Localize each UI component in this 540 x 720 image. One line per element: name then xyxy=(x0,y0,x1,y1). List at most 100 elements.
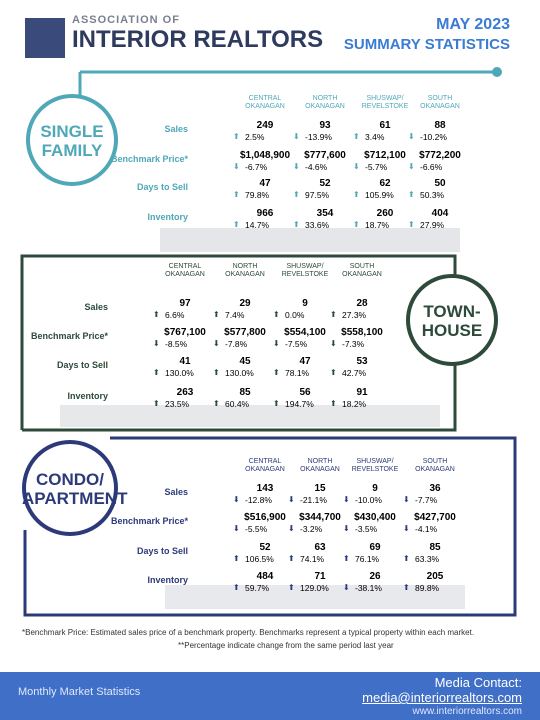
skyline xyxy=(60,405,440,427)
value: 63 xyxy=(314,542,326,553)
value: 15 xyxy=(314,483,326,494)
arrow: ⬇ xyxy=(233,162,240,171)
arrow: ⬇ xyxy=(330,339,337,348)
region-label: SHUSWAP/ xyxy=(356,458,394,465)
region-label: REVELSTOKE xyxy=(351,466,399,473)
change: 0.0% xyxy=(285,310,305,320)
section-title: FAMILY xyxy=(41,141,103,160)
change: 130.0% xyxy=(165,368,194,378)
section-title: CONDO/ xyxy=(36,470,104,489)
arrow: ⬇ xyxy=(408,162,415,171)
value: 88 xyxy=(434,120,446,131)
badge xyxy=(22,440,118,536)
arrow: ⬆ xyxy=(288,554,295,563)
change: 3.4% xyxy=(365,132,385,142)
region-label: OKANAGAN xyxy=(420,103,460,110)
change: 89.8% xyxy=(415,583,440,593)
change: 130.0% xyxy=(225,368,254,378)
row-label: Inventory xyxy=(147,575,188,585)
change: 106.5% xyxy=(245,554,274,564)
arrow: ⬆ xyxy=(293,220,300,229)
change: -7.8% xyxy=(225,339,248,349)
value: $712,100 xyxy=(364,150,406,161)
value: 50 xyxy=(434,178,446,189)
change: 2.5% xyxy=(245,132,265,142)
value: 143 xyxy=(256,483,274,494)
value: 354 xyxy=(316,208,334,219)
region-label: NORTH xyxy=(312,95,338,102)
badge xyxy=(406,274,498,366)
value: 260 xyxy=(376,208,394,219)
value: $1,048,900 xyxy=(239,150,291,161)
badge xyxy=(26,94,118,186)
change: 18.2% xyxy=(342,399,367,409)
value: 205 xyxy=(426,571,444,582)
arrow: ⬇ xyxy=(233,495,240,504)
change: 129.0% xyxy=(300,583,329,593)
value: 29 xyxy=(239,298,251,309)
change: -6.7% xyxy=(245,162,268,172)
region-label: SHUSWAP/ xyxy=(366,95,404,102)
box xyxy=(20,254,457,432)
change: -4.6% xyxy=(305,162,328,172)
change: -7.3% xyxy=(342,339,365,349)
row-label: Sales xyxy=(164,487,188,497)
box xyxy=(23,436,517,617)
arrow: ⬆ xyxy=(403,554,410,563)
arrow: ⬆ xyxy=(330,310,337,319)
change: -8.5% xyxy=(165,339,188,349)
value: $558,100 xyxy=(341,327,383,338)
footnote: **Percentage indicate change from the sa… xyxy=(178,641,394,650)
change: -21.1% xyxy=(300,495,327,505)
row-label: Benchmark Price* xyxy=(110,516,188,526)
value: $767,100 xyxy=(164,327,206,338)
change: 6.6% xyxy=(165,310,185,320)
region-label: OKANAGAN xyxy=(245,103,285,110)
change: 33.6% xyxy=(305,220,330,230)
region-label: SOUTH xyxy=(427,95,453,102)
arrow: ⬇ xyxy=(343,583,350,592)
subtitle: SUMMARY STATISTICS xyxy=(343,36,510,53)
skyline xyxy=(160,228,460,252)
arrow: ⬇ xyxy=(343,524,350,533)
region-label: NORTH xyxy=(232,263,258,270)
arrow: ⬆ xyxy=(153,399,160,408)
change: -4.1% xyxy=(415,524,438,534)
value: 53 xyxy=(356,356,368,367)
change: 74.1% xyxy=(300,554,325,564)
arrow: ⬆ xyxy=(288,583,295,592)
value: 93 xyxy=(319,120,331,131)
change: 105.9% xyxy=(365,190,394,200)
change: 78.1% xyxy=(285,368,310,378)
value: $430,400 xyxy=(354,512,396,523)
arrow: ⬇ xyxy=(403,495,410,504)
region-label: SHUSWAP/ xyxy=(286,263,324,270)
row-label: Sales xyxy=(84,302,108,312)
arrow: ⬆ xyxy=(273,399,280,408)
value: 91 xyxy=(356,387,368,398)
value: $772,200 xyxy=(419,150,461,161)
arrow: ⬆ xyxy=(153,368,160,377)
change: 194.7% xyxy=(285,399,314,409)
row-label: Sales xyxy=(164,124,188,134)
arrow: ⬆ xyxy=(233,583,240,592)
value: 62 xyxy=(379,178,391,189)
section-title: APARTMENT xyxy=(22,489,128,508)
arrow: ⬆ xyxy=(273,368,280,377)
title: MAY 2023 xyxy=(436,16,510,33)
footer-link[interactable]: www.interiorrealtors.com xyxy=(412,706,522,717)
footer-text: Media Contact: xyxy=(434,675,522,690)
value: 45 xyxy=(239,356,251,367)
region-label: OKANAGAN xyxy=(225,271,265,278)
footer-link[interactable]: media@interiorrealtors.com xyxy=(362,690,522,705)
value: $516,900 xyxy=(244,512,286,523)
value: $577,800 xyxy=(224,327,266,338)
arrow: ⬆ xyxy=(293,190,300,199)
footnote: *Benchmark Price: Estimated sales price … xyxy=(22,628,475,637)
row-label: Inventory xyxy=(147,212,188,222)
region-label: SOUTH xyxy=(422,458,448,465)
arrow: ⬇ xyxy=(343,495,350,504)
arrow: ⬆ xyxy=(233,554,240,563)
